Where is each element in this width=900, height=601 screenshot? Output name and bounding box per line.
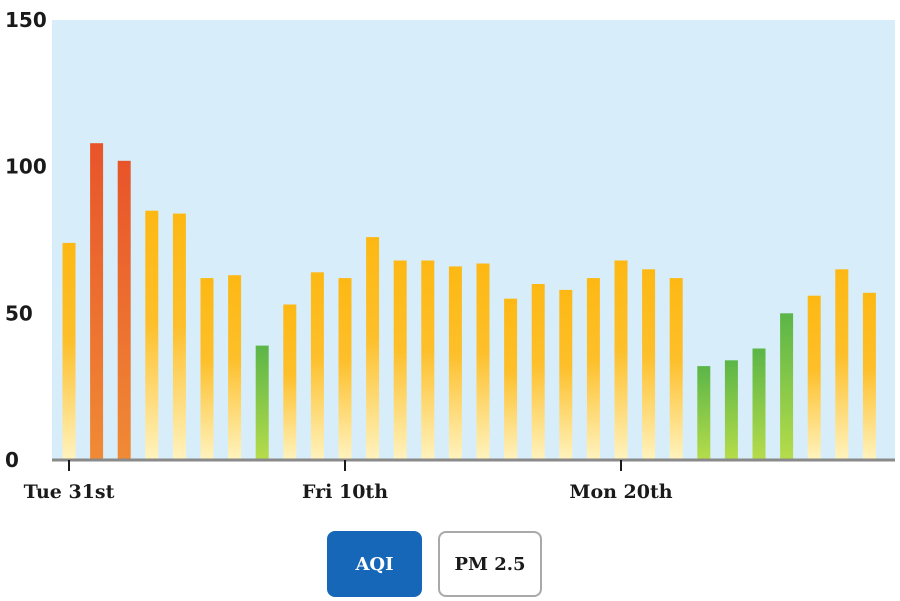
bar-27 <box>807 295 821 460</box>
x-tick-labels: Tue 31st Fri 10th Mon 20th <box>24 460 673 503</box>
y-tick-label: 0 <box>5 448 19 472</box>
x-tick-label: Fri 10th <box>302 481 388 503</box>
bar-22 <box>669 278 683 460</box>
x-tick-label: Mon 20th <box>569 481 672 503</box>
bar-17 <box>531 284 545 460</box>
bar-1 <box>90 143 104 460</box>
bar-6 <box>228 275 242 460</box>
bar-12 <box>393 260 407 460</box>
bar-8 <box>283 304 297 460</box>
y-tick-label: 50 <box>5 301 33 325</box>
bar-4 <box>172 213 186 460</box>
y-tick-label: 100 <box>5 155 47 179</box>
bar-5 <box>200 278 214 460</box>
bar-14 <box>448 266 462 460</box>
bar-13 <box>421 260 435 460</box>
bar-21 <box>642 269 656 460</box>
bars-group <box>62 143 876 461</box>
bar-11 <box>366 237 380 460</box>
x-tick-label: Tue 31st <box>24 481 115 503</box>
bar-20 <box>614 260 628 460</box>
bar-24 <box>724 360 738 460</box>
bar-15 <box>476 263 490 460</box>
bar-26 <box>780 313 794 460</box>
bar-9 <box>310 272 324 460</box>
aqi-bar-chart: 0 50 100 150 Tue 31st Fri 10th Mon 20th <box>5 8 895 503</box>
y-tick-labels: 0 50 100 150 <box>5 8 47 472</box>
bar-2 <box>117 160 131 461</box>
pm25-toggle-button[interactable]: PM 2.5 <box>438 531 542 597</box>
bar-18 <box>559 289 573 460</box>
bar-25 <box>752 348 766 460</box>
bar-7 <box>255 345 269 460</box>
bar-19 <box>586 278 600 460</box>
aqi-toggle-button[interactable]: AQI <box>327 531 422 597</box>
bar-3 <box>145 210 159 460</box>
bar-0 <box>62 242 76 460</box>
y-tick-label: 150 <box>5 8 47 32</box>
bar-16 <box>504 298 518 460</box>
bar-10 <box>338 278 352 460</box>
bar-23 <box>697 366 711 460</box>
bar-29 <box>862 292 876 460</box>
bar-28 <box>835 269 849 460</box>
